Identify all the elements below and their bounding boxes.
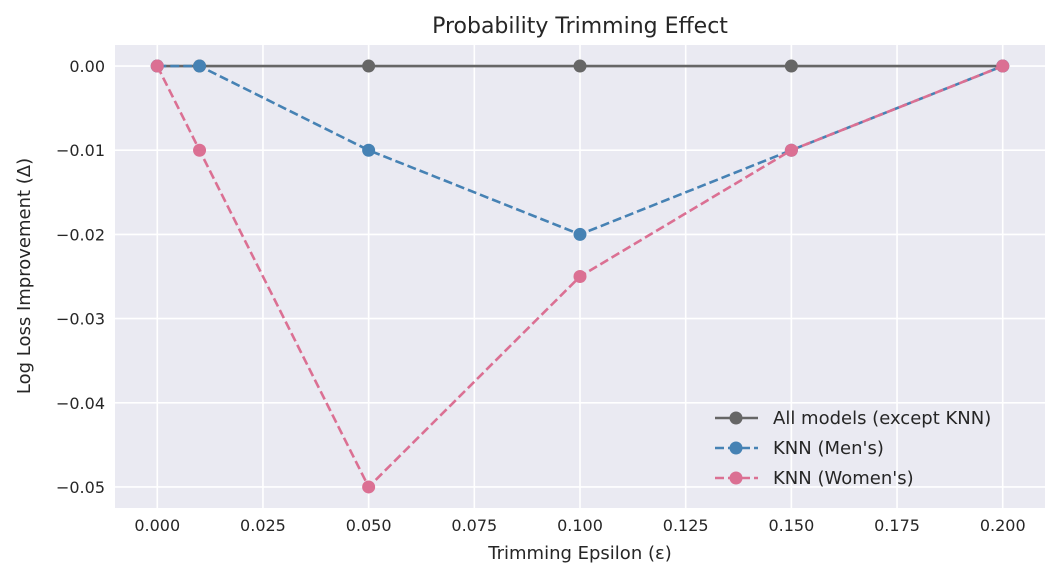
legend-marker — [729, 441, 743, 455]
x-tick-label: 0.025 — [240, 516, 286, 535]
series-line-2 — [156, 64, 1004, 490]
legend-marker — [729, 411, 743, 425]
data-point-2 — [784, 143, 798, 157]
x-tick-label: 0.125 — [663, 516, 709, 535]
data-point-2 — [573, 270, 587, 283]
data-point-1 — [193, 59, 207, 73]
series-group — [150, 59, 1010, 494]
x-axis-label: Trimming Epsilon (ε) — [487, 543, 671, 564]
x-tick-label: 0.200 — [980, 516, 1026, 535]
legend-marker — [729, 471, 743, 485]
legend-label: All models (except KNN) — [773, 408, 991, 429]
data-point-1 — [573, 227, 587, 241]
x-tick-label: 0.050 — [346, 516, 392, 535]
y-tick-label: −0.04 — [56, 394, 105, 413]
y-tick-label: −0.01 — [56, 141, 105, 160]
tick-labels: 0.000 0.025 0.050 0.075 0.100 0.125 0.150 0.175… — [56, 57, 1026, 535]
legend-label: KNN (Men's) — [773, 438, 884, 459]
y-axis-label: Log Loss Improvement (Δ) — [14, 158, 35, 394]
x-tick-label: 0.075 — [451, 516, 497, 535]
data-point-2 — [193, 143, 207, 157]
data-point-0 — [784, 59, 798, 73]
y-tick-label: −0.03 — [56, 310, 105, 329]
data-point-0 — [573, 59, 587, 73]
legend-label: KNN (Women's) — [773, 468, 914, 489]
y-tick-label: 0.00 — [69, 57, 105, 76]
x-tick-label: 0.175 — [874, 516, 920, 535]
series-line-1 — [157, 64, 1004, 236]
data-point-2 — [150, 59, 164, 73]
chart-title: Probability Trimming Effect — [432, 14, 728, 39]
data-point-2 — [996, 59, 1010, 73]
y-tick-label: −0.02 — [56, 225, 105, 244]
legend: All models (except KNN) KNN (Men's) KNN (W… — [715, 408, 991, 489]
x-tick-label: 0.100 — [557, 516, 603, 535]
x-tick-label: 0.150 — [768, 516, 814, 535]
data-point-1 — [362, 143, 376, 157]
data-point-0 — [362, 59, 376, 73]
x-tick-label: 0.000 — [134, 516, 180, 535]
y-tick-label: −0.05 — [56, 478, 105, 497]
data-point-2 — [362, 480, 376, 494]
